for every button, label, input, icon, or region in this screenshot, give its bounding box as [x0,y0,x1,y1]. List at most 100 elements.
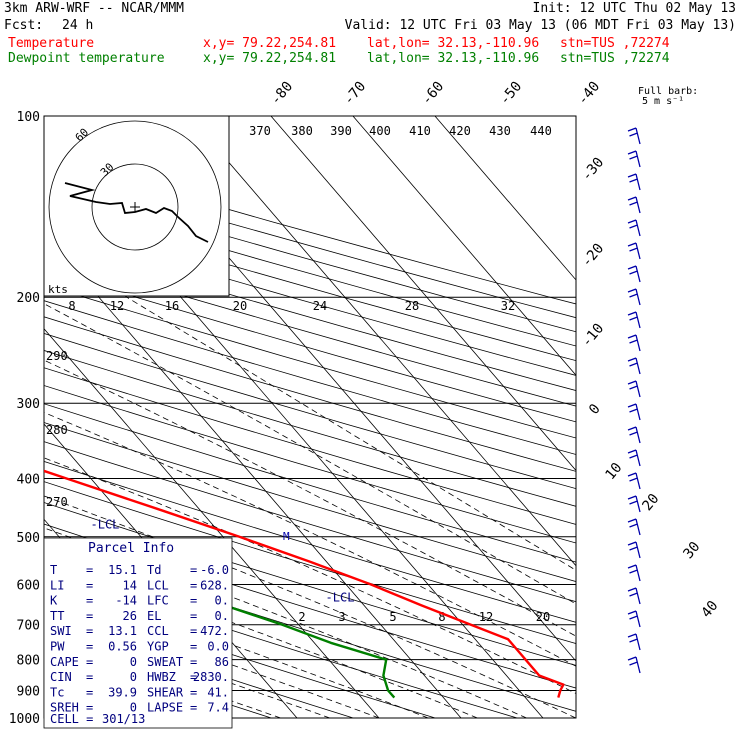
forecast-label: Fcst: [4,18,44,33]
parcel-value: 39.9 [108,685,137,699]
parcel-equals: = [190,563,197,577]
wind-barb-column: M [283,127,641,674]
wind-barb [627,288,641,306]
temperature-series-name: Temperature [8,36,95,51]
pressure-tick-label: 200 [17,291,40,306]
barb-legend-line1: Full barb: [638,86,698,97]
isotherm [270,116,576,472]
mixing-ratio-label: 16 [165,299,179,313]
parcel-value: 472. [200,624,229,638]
pressure-tick-label: 1000 [9,712,40,727]
parcel-value: 13.1 [108,624,137,638]
parcel-equals: = [86,640,93,654]
parcel-value: 0 [130,655,137,669]
parcel-key: TT [50,609,64,623]
forecast-hours: 24 h [62,18,94,33]
init-time: Init: 12 UTC Thu 02 May 13 [532,1,737,16]
parcel-equals: = [190,701,197,715]
isotherm-label: 10 [602,460,625,483]
model-title: 3km ARW-WRF -- NCAR/MMM [4,1,185,16]
parcel-equals: = [190,640,197,654]
parcel-equals: = [86,578,93,592]
isotherm [352,116,576,376]
dry-adiabat [44,224,576,376]
wind-barb [627,495,641,513]
parcel-equals: = [190,655,197,669]
wind-barb [627,196,641,214]
wind-barb [627,633,641,651]
isotherm-label: -60 [419,79,448,109]
parcel-value: 0.56 [108,640,137,654]
barb-legend-line2: 5 m s⁻¹ [642,96,684,107]
isotherm-label: -80 [268,79,297,109]
isotherm [434,116,576,281]
theta-label: 370 [249,124,271,138]
dry-adiabat [44,253,576,407]
dewpoint-latlon: lat,lon= 32.13,-110.96 [367,51,540,66]
dry-adiabat [44,316,576,472]
parcel-key: HWBZ [147,670,176,684]
parcel-value: -6.0 [200,563,229,577]
isotherm-label: 20 [639,491,662,514]
isotherm-label: 30 [680,539,703,562]
mixing-ratio-label: 8 [68,299,75,313]
parcel-value: 26 [123,609,137,623]
theta-label: 380 [291,124,313,138]
isotherm-label: -50 [497,79,526,109]
parcel-equals: = [190,685,197,699]
parcel-equals: = [190,624,197,638]
parcel-key: CCL [147,624,169,638]
theta-label: 280 [46,423,68,437]
parcel-key: SWEAT [147,655,183,669]
mixing-ratio-label: 12 [479,610,493,624]
theta-label: 430 [489,124,511,138]
parcel-value: 41. [207,685,229,699]
parcel-value: 0 [130,701,137,715]
barb-row-marker: M [283,530,290,543]
wind-barb [627,265,641,283]
dewpoint-profile [44,564,396,699]
parcel-equals: = [86,609,93,623]
parcel-key: LFC [147,594,169,608]
theta-label: 440 [530,124,552,138]
moist-adiabat [44,412,576,667]
parcel-value: 0 [130,670,137,684]
parcel-equals: = [86,685,93,699]
parcel-key: CAPE [50,655,79,669]
wind-barb [627,403,641,421]
parcel-value: 15.1 [108,563,137,577]
parcel-value: 628. [200,578,229,592]
dewpoint-xy: x,y= 79.22,254.81 [203,51,337,66]
moist-adiabat [44,577,429,718]
plot-frame [43,115,577,719]
moist-adiabat [44,359,576,637]
parcel-equals: = [86,594,93,608]
mixing-ratio-label: 2 [298,610,305,624]
wind-barb [627,357,641,375]
parcel-equals: = [86,701,93,715]
parcel-key: SWI [50,624,72,638]
mixing-ratio-label: 3 [338,610,345,624]
pressure-tick-label: 800 [17,654,40,669]
parcel-key: LAPSE [147,701,183,715]
parcel-equals: = [86,563,93,577]
isotherm-label: -70 [341,79,370,109]
dry-adiabat [44,403,576,563]
pressure-tick-label: 600 [17,578,40,593]
wind-barb [627,449,641,467]
mixing-ratio-label: 20 [536,610,550,624]
parcel-equals: = [86,655,93,669]
dry-adiabat [44,268,576,423]
hodograph-trace [64,182,209,243]
parcel-equals: = [190,609,197,623]
temperature-xy: x,y= 79.22,254.81 [203,36,337,51]
moist-adiabat [44,598,380,718]
temperature-station: stn=TUS ,72274 [560,36,670,51]
dry-adiabat [44,332,576,490]
wind-barb [627,311,641,329]
parcel-equals: = [190,578,197,592]
theta-label: 390 [330,124,352,138]
parcel-info-title: Parcel Info [88,541,174,556]
isotherm-label: -10 [579,321,608,351]
